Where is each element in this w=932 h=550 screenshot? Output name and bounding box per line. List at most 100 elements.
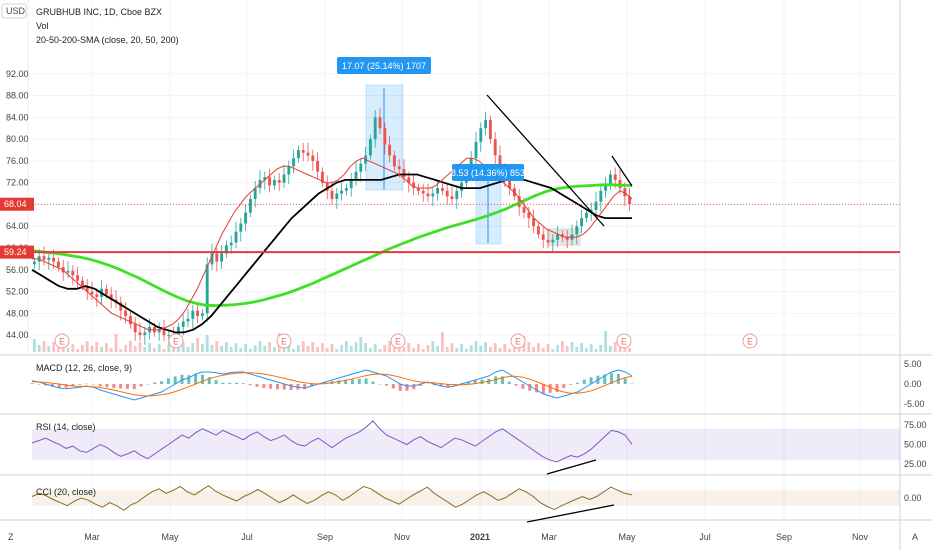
macd-hist-bar [125,384,129,389]
macd-hist-bar [187,375,191,384]
volume-bar [90,346,94,352]
volume-bar [306,346,310,352]
volume-bar [474,341,478,352]
candle-body [200,313,204,317]
candle-body [248,199,252,213]
candle-body [599,190,603,202]
macd-hist-bar [630,383,634,385]
candle-body [52,257,56,262]
macd-hist-bar [44,384,48,386]
candle-body [412,182,416,189]
volume-bar [95,342,99,352]
volume-bar [436,346,440,352]
candle-body [416,188,420,191]
volume-bar [556,345,560,352]
price-tick-label: 44.00 [6,330,29,340]
volume-bar [536,343,540,352]
macd-hist-bar [398,384,402,391]
candle-body [296,150,300,159]
macd-hist-bar [528,384,532,391]
earnings-marker [616,333,632,349]
zoom-axis-button[interactable]: Z [8,532,14,542]
volume-bar [234,343,238,352]
candle-body [431,193,435,197]
candle-body [42,256,46,260]
indicator-tick-label: -5.00 [904,399,925,409]
earnings-marker-label: E [621,337,627,347]
macd-histogram [30,373,634,394]
macd-hist-bar [521,384,525,389]
candle-body [407,177,411,183]
volume-legend: Vol [36,21,49,31]
candle-body [349,179,353,189]
candle-body [292,158,296,167]
candle-body [344,188,348,191]
price-tick-label: 88.00 [6,91,29,101]
macd-hist-bar [200,374,204,384]
auto-scale-button[interactable]: A [912,532,918,542]
candle-body [205,264,209,314]
macd-hist-bar [337,380,341,384]
volume-bar [421,349,425,352]
candle-body [71,270,75,276]
volume-bar [503,344,507,352]
candle-body [388,144,392,156]
macd-hist-bar [405,384,409,391]
cci-line [31,485,633,511]
volume-bar [469,345,473,352]
candle-body [546,239,550,243]
candle-body [119,302,123,311]
candle-body [536,226,540,235]
candle-body [263,177,267,180]
macd-hist-bar [221,382,225,384]
macd-hist-bar [575,382,579,384]
candle-body [359,163,363,172]
candle-body [272,179,276,186]
macd-hist-bar [282,384,286,390]
volume-bar [508,349,512,352]
indicator-tick-label: 50.00 [904,440,927,450]
volume-bar [450,343,454,352]
candle-body [244,212,248,224]
candle-body [460,182,464,191]
earnings-marker [54,333,70,349]
candle-body [90,291,94,295]
volume-bar [402,347,406,352]
candle-body [282,174,286,183]
volume-bar [575,347,579,352]
macd-hist-bar [555,384,559,392]
macd-hist-bar [255,384,259,387]
earnings-marker-label: E [747,337,753,347]
candle-body [253,188,257,199]
volume-bar [383,345,387,352]
macd-hist-bar [173,376,177,384]
volume-bar [152,348,156,352]
cci-legend: CCI (20, close) [36,487,96,497]
candle-body [191,310,195,319]
price-tick-label: 52.00 [6,287,29,297]
macd-hist-bar [439,384,443,387]
sma-200-line [31,183,632,308]
volume-bar [133,346,137,352]
candle-body [47,257,51,260]
volume-bar [594,349,598,352]
macd-hist-bar [548,384,552,393]
macd-hist-bar [616,374,620,384]
macd-hist-bar [419,384,423,386]
volume-bar [493,343,497,352]
macd-hist-bar [371,381,375,384]
time-tick-label: Sep [317,532,333,542]
volume-bar [484,342,488,352]
candle-body [229,242,233,246]
macd-hist-bar [569,384,573,385]
macd-hist-bar [289,384,293,390]
candle-body [608,174,612,186]
volume-bar [565,346,569,352]
volume-bar [215,341,219,352]
time-tick-label: Nov [394,532,411,542]
indicator-tick-label: 75.00 [904,420,927,430]
macd-hist-bar [589,377,593,384]
volume-bar [220,346,224,352]
